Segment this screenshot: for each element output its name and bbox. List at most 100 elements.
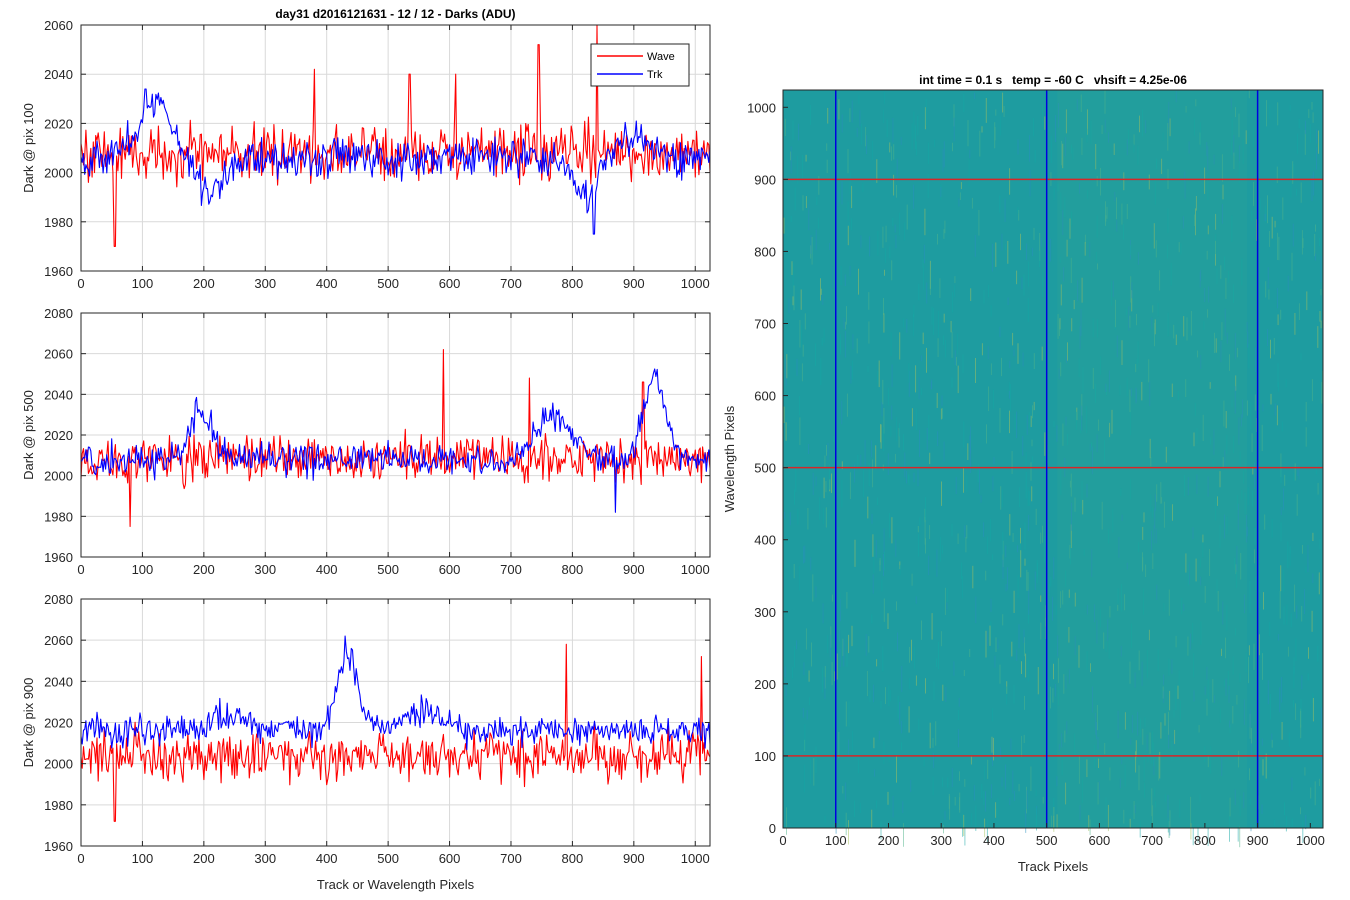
y-tick-label: 1980 [44,509,73,524]
series-line-trk [80,635,711,751]
x-axis-label: Track or Wavelength Pixels [317,877,475,892]
x-tick-label: 0 [77,562,84,577]
x-tick-label: 900 [623,276,645,291]
x-axis-label: Track Pixels [1018,859,1089,874]
x-tick-label: 600 [1089,833,1111,848]
series-line-trk [80,88,711,235]
x-tick-label: 100 [132,851,154,866]
y-tick-label: 0 [769,821,776,836]
x-tick-label: 900 [623,851,645,866]
x-tick-label: 200 [193,276,215,291]
x-tick-label: 1000 [681,276,710,291]
x-tick-label: 800 [562,276,584,291]
x-tick-label: 200 [193,562,215,577]
x-tick-label: 400 [316,851,338,866]
y-axis-label: Wavelength Pixels [722,405,737,512]
chart-title: day31 d2016121631 - 12 / 12 - Darks (ADU… [275,7,515,21]
y-tick-label: 2020 [44,716,73,731]
y-tick-label: 2040 [44,674,73,689]
x-tick-label: 800 [562,562,584,577]
legend: Wave Trk [590,43,690,87]
chart-title: int time = 0.1 s temp = -60 C vhsift = 4… [919,73,1187,87]
y-tick-label: 900 [754,172,776,187]
heatmap-image [783,90,1323,828]
x-tick-label: 400 [316,276,338,291]
y-tick-label: 1000 [747,100,776,115]
x-tick-label: 800 [1194,833,1216,848]
x-tick-label: 1000 [1296,833,1325,848]
x-tick-label: 700 [500,562,522,577]
y-tick-label: 2060 [44,347,73,362]
y-tick-label: 2000 [44,757,73,772]
y-tick-label: 400 [754,533,776,548]
y-tick-label: 300 [754,605,776,620]
y-tick-label: 800 [754,244,776,259]
line-chart-3: 0 100 200 300 400 500 600 700 800 900 1000 1960 1980… [21,592,711,892]
x-tick-label: 700 [1141,833,1163,848]
x-tick-label: 300 [254,562,276,577]
heatmap-texture [782,90,1324,848]
y-axis-label: Dark @ pix 100 [21,103,36,193]
x-tick-label: 0 [779,833,786,848]
y-tick-label: 1960 [44,550,73,565]
series-line-wave [80,24,711,247]
x-tick-label: 700 [500,276,522,291]
y-tick-label: 2080 [44,306,73,321]
y-axis-label: Dark @ pix 500 [21,390,36,480]
y-tick-label: 2000 [44,469,73,484]
y-tick-label: 1980 [44,215,73,230]
heatmap-band [1057,90,1248,828]
x-tick-label: 1000 [681,851,710,866]
line-chart-2: 0 100 200 300 400 500 600 700 800 900 1000 1960 1980… [21,306,711,577]
legend-label: Trk [647,69,663,81]
axes-frame [80,24,711,272]
x-tick-label: 500 [1036,833,1058,848]
x-tick-label: 800 [562,851,584,866]
x-tick-label: 300 [254,276,276,291]
x-tick-label: 0 [77,851,84,866]
y-tick-label: 2000 [44,166,73,181]
y-tick-label: 1960 [44,839,73,854]
x-tick-label: 100 [825,833,847,848]
x-tick-label: 500 [377,562,399,577]
x-tick-label: 300 [254,851,276,866]
y-tick-label: 2020 [44,116,73,131]
x-tick-label: 100 [132,562,154,577]
y-tick-label: 2060 [44,633,73,648]
y-tick-label: 2060 [44,18,73,33]
y-tick-label: 2080 [44,592,73,607]
y-tick-label: 2040 [44,67,73,82]
y-tick-label: 700 [754,317,776,332]
x-tick-label: 200 [193,851,215,866]
series-line-wave [80,643,711,822]
x-tick-label: 400 [316,562,338,577]
series-line-wave [80,349,711,528]
line-chart-1: 0 100 200 300 400 500 600 700 800 900 1000 1960 1980… [21,7,711,291]
x-tick-label: 700 [500,851,522,866]
x-tick-label: 500 [377,851,399,866]
x-tick-label: 200 [878,833,900,848]
x-tick-label: 400 [983,833,1005,848]
x-tick-label: 900 [623,562,645,577]
y-tick-label: 200 [754,677,776,692]
y-tick-label: 2020 [44,428,73,443]
x-tick-label: 0 [77,276,84,291]
series-line-trk [80,368,711,513]
y-tick-label: 500 [754,461,776,476]
x-tick-label: 600 [439,276,461,291]
x-tick-label: 500 [377,276,399,291]
y-tick-label: 2040 [44,387,73,402]
legend-box [590,43,690,87]
x-tick-label: 1000 [681,562,710,577]
legend-label: Wave [647,51,675,63]
axes-frame [782,89,1324,829]
x-tick-label: 300 [930,833,952,848]
y-tick-label: 1980 [44,798,73,813]
y-tick-label: 600 [754,389,776,404]
y-axis-label: Dark @ pix 900 [21,678,36,768]
x-tick-label: 900 [1247,833,1269,848]
y-tick-label: 1960 [44,264,73,279]
x-tick-label: 600 [439,562,461,577]
heatmap-chart: 0 100 200 300 400 500 600 700 800 900 1000 0 100 200 3… [722,73,1325,874]
